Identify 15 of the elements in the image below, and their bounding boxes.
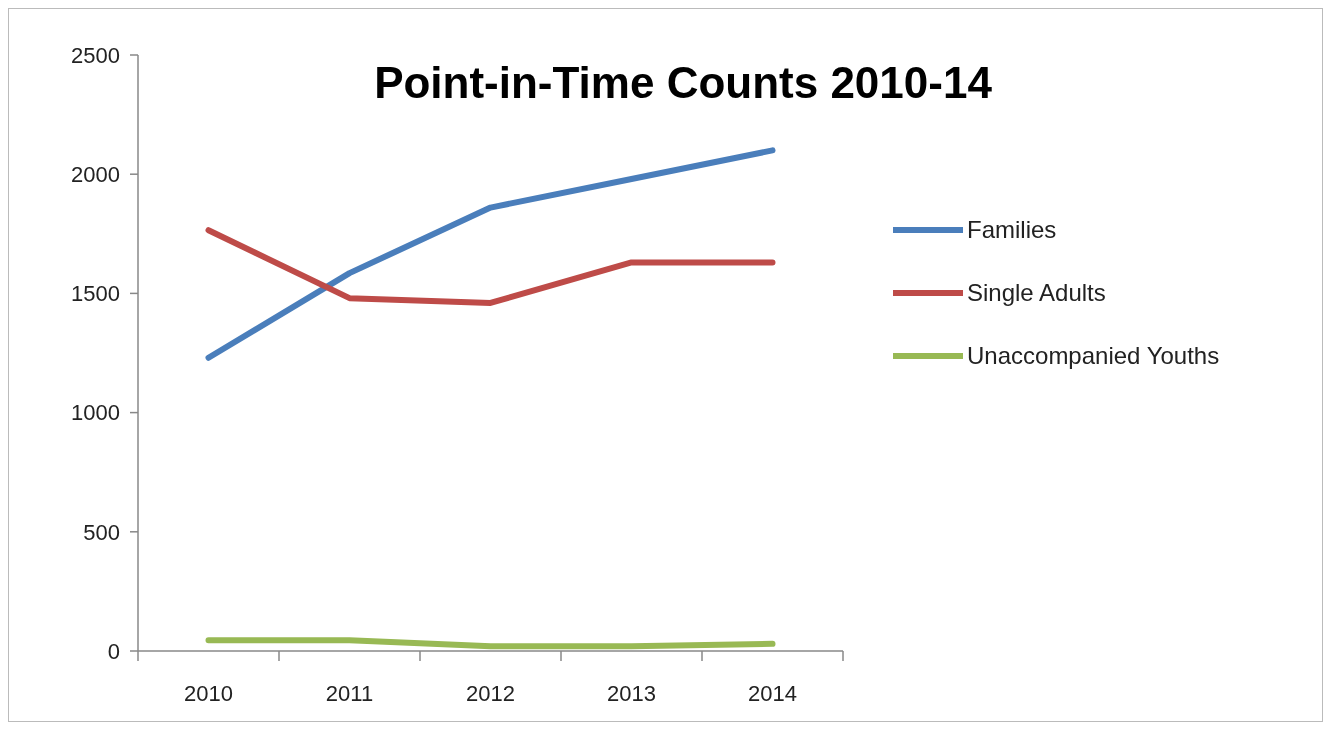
- y-tick-label: 2500: [71, 42, 120, 68]
- legend-label: Unaccompanied Youths: [967, 342, 1220, 370]
- x-tick-label: 2011: [325, 681, 374, 706]
- legend-label: Families: [967, 216, 1057, 244]
- x-tick-label: 2013: [607, 681, 656, 706]
- y-tick-label: 500: [83, 519, 120, 545]
- y-tick-label: 1500: [71, 281, 120, 307]
- chart-title: Point-in-Time Counts 2010-14: [374, 58, 993, 107]
- y-tick-label: 2000: [71, 161, 120, 187]
- x-tick-label: 2010: [184, 681, 233, 706]
- y-tick-label: 1000: [71, 400, 120, 426]
- y-tick-label: 0: [107, 638, 120, 664]
- x-tick-label: 2012: [466, 681, 515, 706]
- legend-label: Single Adults: [967, 279, 1106, 307]
- x-tick-label: 2014: [748, 681, 797, 706]
